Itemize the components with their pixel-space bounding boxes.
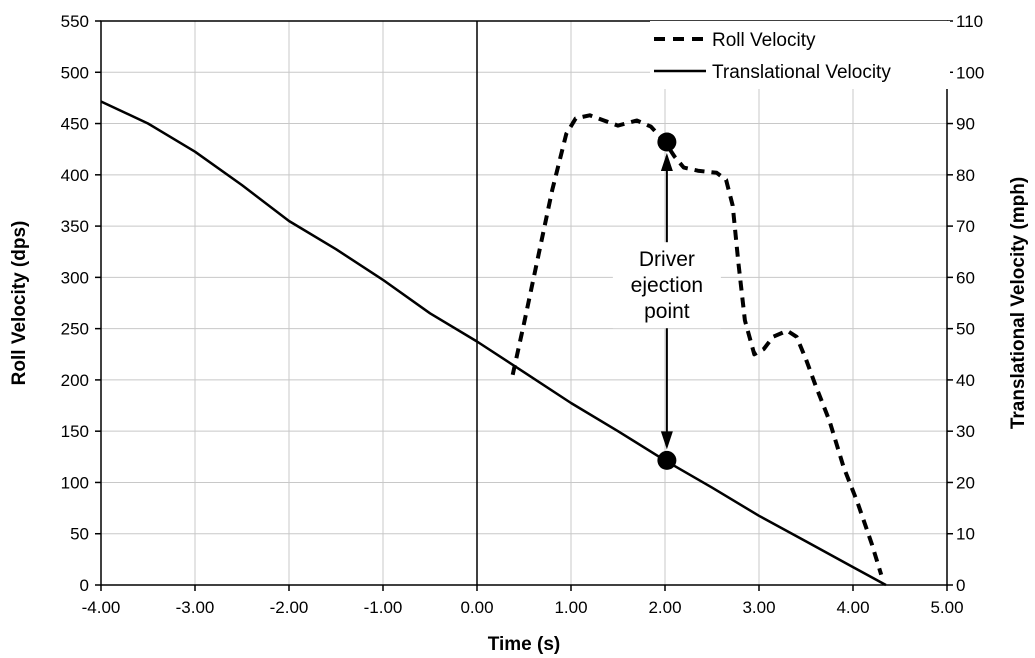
x-tick-label: -2.00 (270, 598, 309, 617)
legend-label-roll-velocity: Roll Velocity (712, 30, 816, 51)
series-line-translational-velocity (100, 100, 887, 587)
annotation-label-line: Driver (639, 248, 695, 271)
x-tick-label: 0.00 (460, 598, 493, 617)
y-tick-label: 400 (61, 166, 89, 185)
axes (95, 20, 953, 591)
y2-tick-label: 80 (956, 166, 975, 185)
annotation: Driver ejection point (612, 132, 721, 470)
y-tick-label: 300 (61, 268, 89, 287)
x-tick-label: 3.00 (742, 598, 775, 617)
annotation-arrowhead-down (660, 431, 673, 450)
y-axis-title: Roll Velocity (dps) (9, 221, 30, 386)
annotation-label-line: ejection (631, 274, 703, 297)
y-tick-label: 250 (61, 320, 89, 339)
y-tick-label: 550 (61, 12, 89, 31)
y2-tick-label: 30 (956, 422, 975, 441)
y2-axis-title: Translational Velocity (mph) (1008, 177, 1029, 429)
ejection-point-roll-marker (657, 132, 677, 152)
y2-tick-label: 20 (956, 473, 975, 492)
y2-tick-label: 40 (956, 371, 975, 390)
y2-tick-label: 70 (956, 217, 975, 236)
y-tick-label: 450 (61, 115, 89, 134)
y2-tick-label: 110 (956, 12, 983, 31)
plot-frame (100, 20, 948, 586)
x-tick-label: 2.00 (648, 598, 681, 617)
x-tick-label: 4.00 (836, 598, 869, 617)
x-axis-title: Time (s) (488, 634, 561, 655)
y-tick-label: 100 (61, 473, 89, 492)
x-tick-label: -4.00 (82, 598, 121, 617)
annotation-label-line: point (644, 300, 690, 323)
y2-tick-label: 10 (956, 525, 975, 544)
x-tick-label: 5.00 (930, 598, 963, 617)
annotation-arrowhead-up (660, 153, 673, 172)
y-tick-label: 500 (61, 63, 89, 82)
y-tick-label: 150 (61, 422, 89, 441)
annotation-label-bg (612, 242, 721, 329)
series (100, 100, 887, 587)
y2-tick-label: 50 (956, 320, 975, 339)
legend-box (650, 21, 950, 89)
y2-tick-label: 100 (956, 63, 984, 82)
y-tick-label: 50 (70, 525, 89, 544)
ejection-point-translational-marker (657, 450, 677, 470)
x-tick-label: -3.00 (176, 598, 215, 617)
tick-labels: -4.00 -3.00 -2.00 -1.00 0.00 1.00 2.00 3.00 4.00… (61, 12, 985, 617)
series-line-roll-velocity (510, 113, 884, 576)
y-tick-label: 0 (80, 576, 89, 595)
legend-label-translational-velocity: Translational Velocity (712, 62, 891, 83)
y2-tick-label: 60 (956, 268, 975, 287)
y2-tick-label: 90 (956, 115, 975, 134)
y-tick-label: 350 (61, 217, 89, 236)
y2-tick-label: 0 (956, 576, 965, 595)
x-tick-label: -1.00 (364, 598, 403, 617)
y-tick-label: 200 (61, 371, 89, 390)
legend: Roll Velocity Translational Velocity (650, 21, 950, 89)
x-tick-label: 1.00 (554, 598, 587, 617)
